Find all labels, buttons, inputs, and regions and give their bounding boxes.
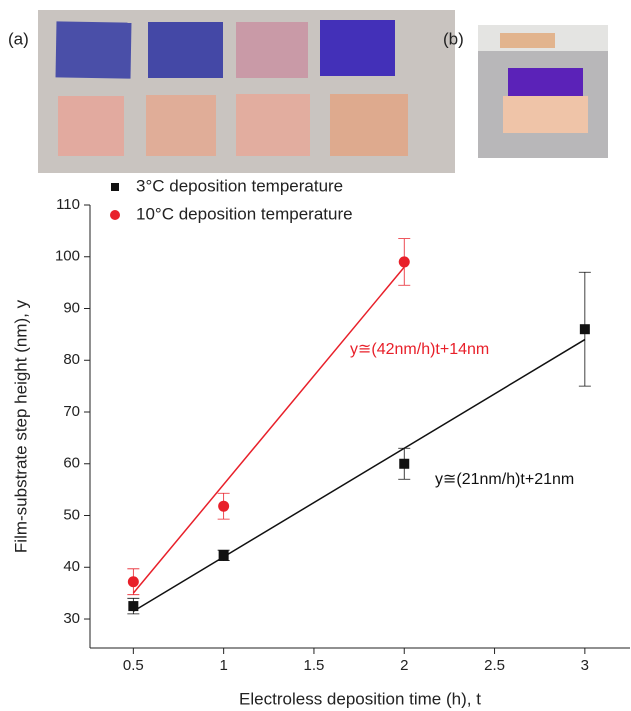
chart: 30 40 50 60 70 80 90 100 110 0.5 1 1.5 2 2.5 3 Electrol… [11,176,630,708]
panel-label: (a) [8,29,29,48]
y-tick-label: 60 [63,455,80,472]
y-tick-label: 70 [63,403,80,420]
y-tick-label: 30 [63,610,80,627]
x-axis-label: Electroless deposition time (h), t [239,689,481,708]
y-tick-label: 90 [63,299,80,316]
photo-a [38,10,455,173]
x-tick-label: 2 [400,657,408,674]
fit-line [132,266,405,594]
y-tick-label: 80 [63,351,80,368]
x-tick-label: 1 [219,657,227,674]
photo-b [478,25,608,158]
legend-label: 10°C deposition temperature [136,204,353,223]
point [218,500,230,512]
legend-label: 3°C deposition temperature [136,176,343,195]
point [398,256,410,268]
fit-label: y≅(21nm/h)t+21nm [435,471,574,488]
point [399,458,410,469]
x-tick-label: 0.5 [123,657,144,674]
x-tick-label: 2.5 [484,657,505,674]
fit-label: y≅(42nm/h)t+14nm [350,341,489,358]
x-tick-label: 1.5 [304,657,325,674]
point [579,324,590,335]
y-tick-label: 100 [55,248,80,265]
point [218,550,229,561]
y-axis-label: Film-substrate step height (nm), y [11,299,30,553]
x-tick-label: 3 [581,657,589,674]
y-tick-label: 110 [56,196,80,213]
y-tick-label: 50 [63,506,80,523]
point [128,601,139,612]
panel-label: (b) [443,29,464,48]
legend-marker [110,210,120,220]
fit-line [132,338,586,612]
y-tick-label: 40 [63,558,80,575]
legend-marker [111,183,119,191]
point [127,576,139,588]
